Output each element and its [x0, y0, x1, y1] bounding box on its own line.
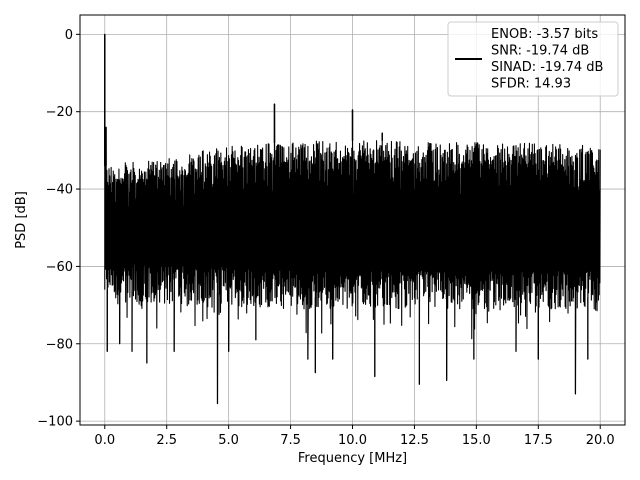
x-tick-label: 0.0 — [94, 433, 115, 448]
data-series — [104, 33, 601, 405]
axis-ticks: 0.0 2.5 5.0 7.5 10.0 12.5 15.0 17.5 20.0 0 −20 −40 −… — [37, 28, 614, 448]
legend-line: SINAD: -19.74 dB — [491, 60, 603, 75]
x-tick-label: 10.0 — [338, 433, 367, 448]
x-tick-label: 20.0 — [586, 433, 615, 448]
y-tick-label: −100 — [37, 415, 73, 430]
y-tick-label: −60 — [46, 260, 73, 275]
legend-box — [447, 21, 619, 97]
x-tick-label: 15.0 — [462, 433, 491, 448]
x-tick-label: 2.5 — [156, 433, 177, 448]
legend: ENOB: -3.57 bits SNR: -19.74 dB SINAD: -19… — [447, 21, 619, 97]
y-tick-label: −20 — [46, 105, 73, 120]
psd-trace — [104, 33, 601, 405]
legend-line: SNR: -19.74 dB — [491, 44, 589, 59]
x-tick-label: 17.5 — [524, 433, 553, 448]
x-tick-label: 5.0 — [218, 433, 239, 448]
y-tick-label: 0 — [65, 28, 73, 43]
legend-line: ENOB: -3.57 bits — [491, 27, 598, 42]
legend-line: SFDR: 14.93 — [491, 77, 571, 92]
x-tick-label: 7.5 — [280, 433, 301, 448]
legend-entry: ENOB: -3.57 bits SNR: -19.74 dB SINAD: -19… — [491, 27, 603, 92]
x-axis-label: Frequency [MHz] — [298, 451, 407, 466]
x-tick-label: 12.5 — [400, 433, 429, 448]
y-axis-label: PSD [dB] — [14, 191, 29, 249]
y-tick-label: −80 — [46, 337, 73, 352]
y-tick-label: −40 — [46, 183, 73, 198]
